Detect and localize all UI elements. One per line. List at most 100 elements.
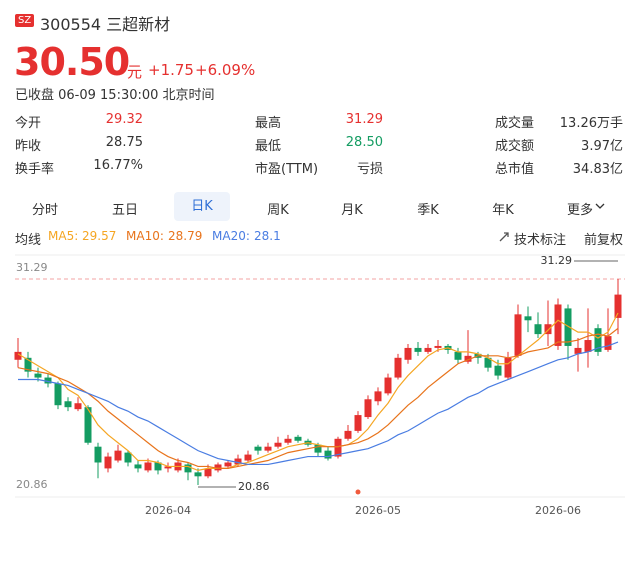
candle-body (424, 347, 432, 352)
x-tick-label: 2026-04 (145, 504, 191, 517)
candle-body (244, 454, 252, 461)
candle-body (384, 377, 392, 394)
tab[interactable]: 日K (174, 192, 230, 221)
candle-body (554, 304, 562, 346)
stat-value: 亏损 (356, 162, 383, 177)
stat-value: 34.83亿 (572, 162, 623, 177)
x-tick-label: 2026-06 (535, 504, 581, 517)
candle-body (484, 357, 492, 368)
stat-label: 今开 (15, 116, 42, 131)
ma-line (18, 341, 619, 466)
stat-value: 29.32 (105, 112, 143, 127)
stat-label: 最低 (255, 139, 282, 154)
candle-body (584, 340, 592, 352)
candle-body (394, 357, 402, 378)
candle-body (314, 444, 322, 453)
candle-body (354, 415, 362, 431)
stat-value: 28.50 (345, 135, 383, 150)
legend-name: MA5: (48, 229, 79, 243)
stat-label: 总市值 (495, 162, 535, 177)
candle-body (204, 468, 212, 477)
candle-body (604, 336, 612, 350)
tab[interactable]: 更多 (566, 203, 593, 218)
candle-body (94, 446, 102, 463)
tab[interactable]: 年K (492, 203, 514, 218)
stat-value: 28.75 (105, 135, 143, 150)
status: 已收盘 06-09 15:30:00 北京时间 (15, 88, 215, 103)
candle-body (434, 345, 442, 348)
candle-body (414, 347, 422, 352)
price-change: +1.75 (148, 61, 194, 79)
price-change-pct: +6.09% (195, 61, 256, 79)
stat-label: 昨收 (15, 139, 42, 154)
ma-line (17, 312, 619, 472)
stat-value: 16.77% (93, 158, 143, 173)
stat-value: 31.29 (345, 112, 383, 127)
legend-value: 28.79 (168, 229, 203, 243)
candle-body (274, 442, 282, 447)
candle-body (264, 446, 272, 451)
tab[interactable]: 分时 (31, 203, 58, 218)
candle-body (404, 347, 412, 360)
indicator[interactable]: 均线 (15, 233, 42, 248)
candle-body (464, 355, 472, 362)
candle-body (104, 456, 112, 469)
max-annotation: 31.29 (541, 254, 573, 267)
stock-name: 300554 三超新材 (40, 15, 171, 34)
stat-label: 市盈(TTM) (255, 162, 319, 177)
stat-label: 最高 (255, 116, 282, 131)
stat-label: 换手率 (15, 162, 55, 177)
candle-body (164, 466, 172, 469)
candle-body (494, 365, 502, 376)
y-tick-label: 31.29 (16, 261, 48, 274)
market-badge: SZ (15, 14, 35, 27)
stat-label: 成交量 (495, 116, 535, 131)
candle-body (254, 446, 262, 451)
candle-body (144, 462, 152, 471)
tool[interactable]: 技术标注 (514, 233, 567, 248)
candle-body (24, 357, 32, 372)
candle-body (134, 464, 142, 469)
stat-value: 3.97亿 (581, 139, 623, 154)
x-tick-label: 2026-05 (355, 504, 401, 517)
candle-body (34, 373, 42, 378)
legend-name: MA10: (126, 229, 164, 243)
tool[interactable]: 前复权 (584, 233, 624, 248)
candle-body (214, 464, 222, 471)
candle-body (284, 438, 292, 443)
candle-body (344, 430, 352, 439)
candle-body (114, 450, 122, 461)
candle-body (514, 314, 522, 356)
candle-body (504, 357, 512, 378)
candle-body (184, 464, 192, 473)
legend-value: 29.57 (82, 229, 117, 243)
candle-body (534, 324, 542, 335)
candle-body (304, 440, 312, 445)
candle-body (294, 436, 302, 441)
ma-line (17, 327, 619, 470)
candle-body (154, 462, 162, 471)
price: 30.50 (14, 40, 130, 84)
legend-value: 28.1 (254, 229, 281, 243)
legend-name: MA20: (212, 229, 250, 243)
more-chevron (595, 203, 605, 209)
candle-body (564, 308, 572, 346)
candle-body (574, 347, 582, 354)
min-annotation: 20.86 (238, 480, 270, 493)
candle-body (84, 407, 92, 443)
candle-body (14, 351, 22, 360)
candle-body (374, 391, 382, 402)
candle-body (324, 450, 332, 459)
tab[interactable]: 周K (267, 203, 289, 218)
candle-body (174, 462, 182, 471)
candle-body (524, 316, 532, 321)
candle-body (614, 294, 622, 318)
stat-value: 13.26万手 (559, 116, 623, 131)
candle-body (364, 399, 372, 418)
tab[interactable]: 月K (341, 203, 363, 218)
tab[interactable]: 季K (417, 203, 439, 218)
price-unit: 元 (127, 63, 143, 81)
tab[interactable]: 五日 (111, 203, 138, 218)
candle-body (454, 351, 462, 360)
